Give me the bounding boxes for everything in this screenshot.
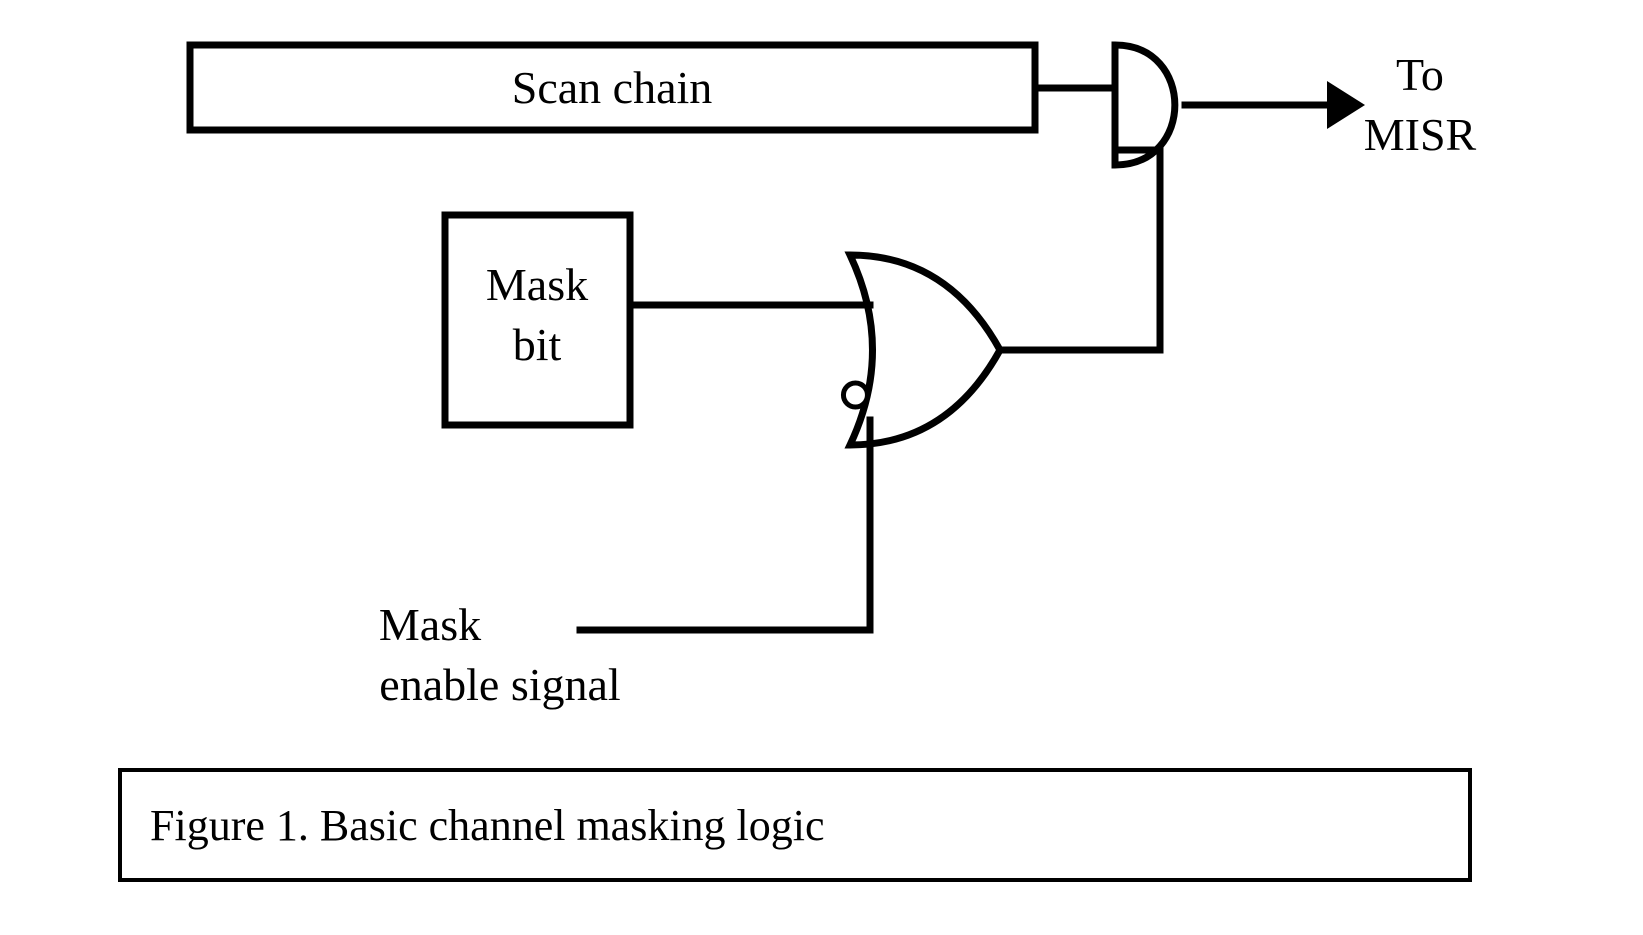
arrowhead-to-misr [1327,81,1365,129]
mask-enable-label-1: Mask [379,599,481,650]
mask-enable-label-2: enable signal [379,659,620,710]
mask-bit-label-1: Mask [486,259,588,310]
scan-chain-label: Scan chain [512,62,713,113]
to-misr-label-1: To [1396,49,1444,100]
caption-text: Figure 1. Basic channel masking logic [150,801,825,850]
to-misr-label-2: MISR [1364,109,1477,160]
mask-bit-label-2: bit [513,319,562,370]
or-gate-invert-bubble [843,383,867,407]
